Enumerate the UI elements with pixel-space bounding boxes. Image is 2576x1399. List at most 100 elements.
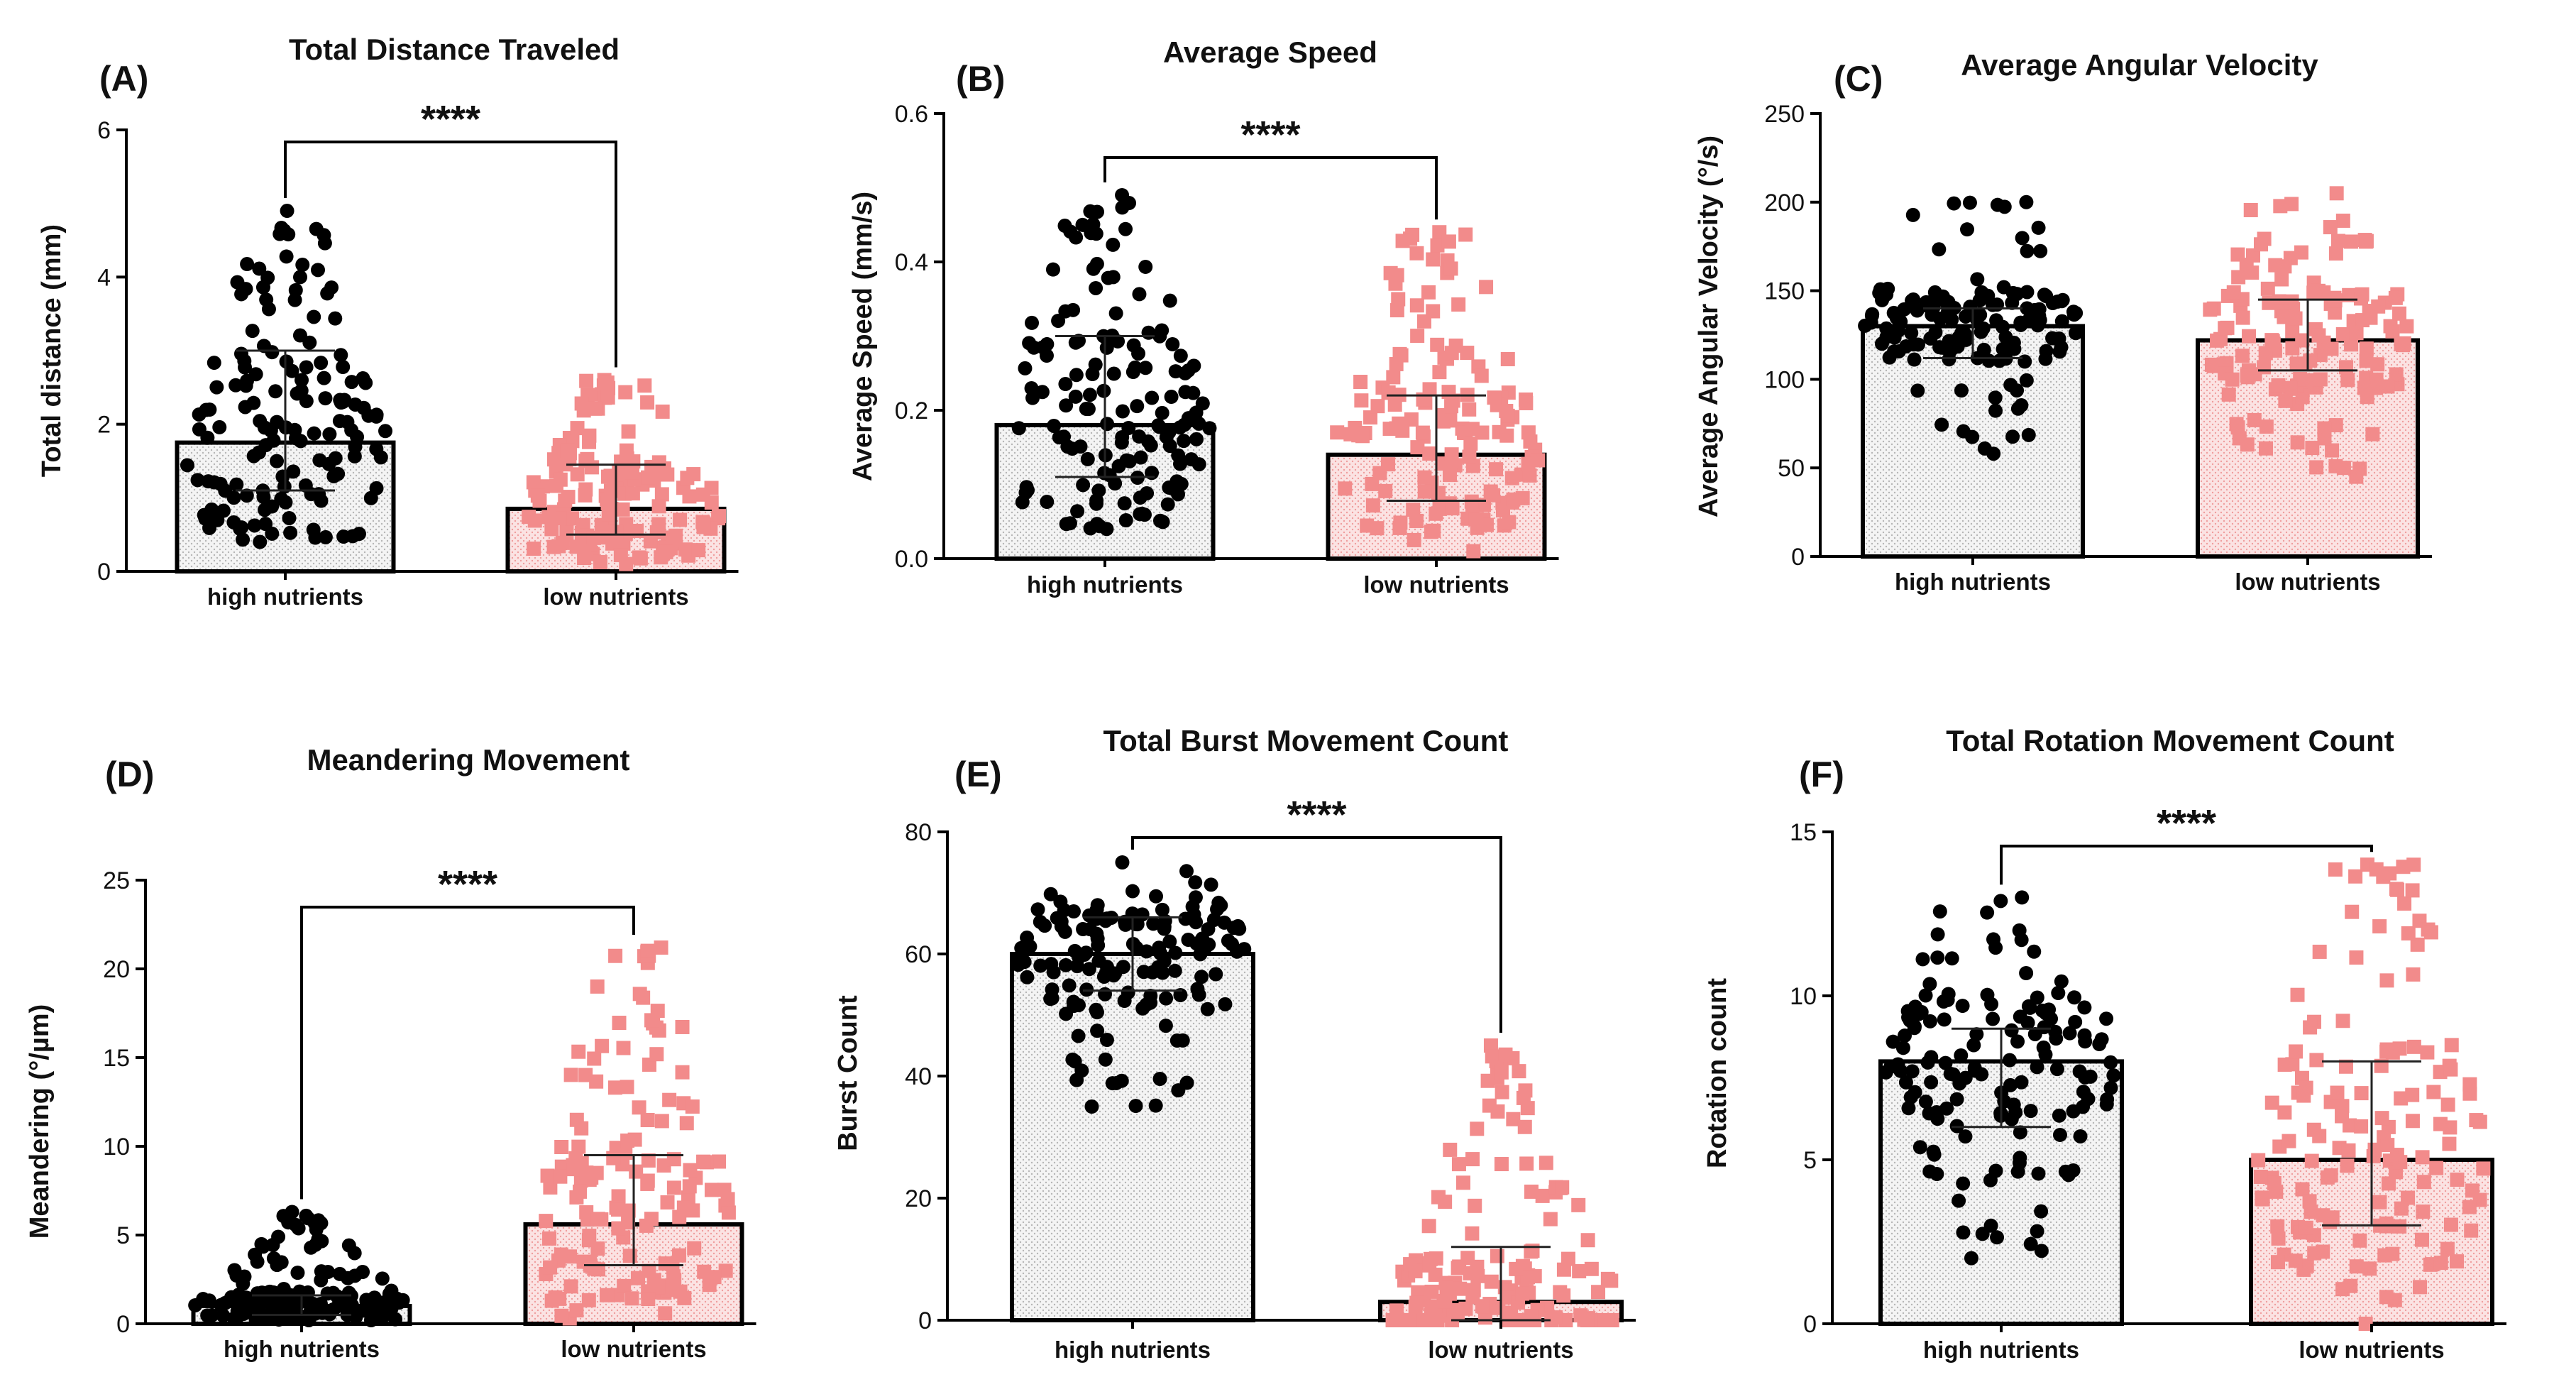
data-point-high bbox=[2066, 305, 2081, 319]
data-point-high bbox=[1930, 927, 1945, 942]
data-point-high bbox=[1944, 951, 1959, 966]
data-point-low bbox=[1535, 1188, 1550, 1203]
data-point-high bbox=[2027, 944, 2042, 959]
data-point-low bbox=[1466, 544, 1481, 559]
data-point-low bbox=[2349, 326, 2364, 341]
data-point-low bbox=[2313, 372, 2328, 387]
data-point-high bbox=[239, 488, 254, 503]
data-point-high bbox=[2062, 1026, 2077, 1041]
data-point-high bbox=[1157, 919, 1172, 934]
data-point-low bbox=[2416, 1204, 2431, 1219]
data-point-low bbox=[2299, 1220, 2313, 1235]
data-point-low bbox=[1441, 385, 1456, 400]
data-point-high bbox=[1218, 997, 1233, 1011]
y-axis-title: Average Angular Velocity (°/s) bbox=[1694, 136, 1724, 517]
data-point-low bbox=[2413, 1280, 2428, 1295]
data-point-low bbox=[1474, 368, 1489, 383]
data-point-low bbox=[2341, 1143, 2356, 1158]
data-point-high bbox=[1145, 390, 1160, 405]
data-point-low bbox=[1489, 462, 1504, 477]
data-point-low bbox=[1424, 1307, 1438, 1322]
y-tick-label: 15 bbox=[103, 1045, 130, 1072]
data-point-low bbox=[2311, 328, 2326, 343]
data-point-high bbox=[1149, 889, 1164, 904]
data-point-low bbox=[632, 1100, 646, 1115]
data-point-high bbox=[253, 534, 268, 549]
data-point-low bbox=[2429, 1161, 2444, 1175]
data-point-low bbox=[1494, 1157, 1509, 1172]
data-point-high bbox=[2005, 429, 2020, 444]
data-point-low bbox=[2355, 287, 2369, 302]
data-point-low bbox=[1468, 512, 1483, 527]
data-point-high bbox=[328, 311, 343, 326]
data-point-low bbox=[2289, 1044, 2303, 1059]
data-point-low bbox=[2324, 341, 2339, 356]
data-point-high bbox=[320, 286, 335, 301]
data-point-low bbox=[1445, 501, 1460, 516]
data-point-high bbox=[1201, 937, 1216, 952]
data-point-high bbox=[1943, 303, 1958, 318]
data-point-high bbox=[260, 270, 275, 285]
panel-title: Total Rotation Movement Count bbox=[1946, 724, 2394, 757]
data-point-low bbox=[2352, 461, 2367, 476]
data-point-low bbox=[566, 1162, 581, 1177]
data-point-high bbox=[1081, 962, 1096, 977]
data-point-low bbox=[2240, 437, 2255, 452]
data-point-high bbox=[1106, 366, 1121, 381]
data-point-high bbox=[2054, 974, 2069, 989]
data-point-high bbox=[307, 426, 321, 441]
data-point-high bbox=[2030, 1060, 2044, 1075]
data-point-high bbox=[314, 1273, 329, 1288]
data-point-low bbox=[675, 1065, 690, 1080]
data-point-low bbox=[1388, 276, 1403, 291]
data-point-high bbox=[1128, 1099, 1143, 1114]
data-point-low bbox=[1378, 483, 1393, 498]
data-point-high bbox=[1960, 222, 1975, 237]
data-point-high bbox=[369, 407, 384, 422]
data-point-low bbox=[1410, 329, 1425, 344]
data-point-high bbox=[1090, 898, 1105, 913]
data-point-high bbox=[290, 386, 304, 401]
data-point-low bbox=[2363, 310, 2378, 325]
data-point-high bbox=[2032, 312, 2047, 327]
data-point-low bbox=[1524, 1184, 1539, 1199]
data-point-low bbox=[527, 513, 542, 528]
data-point-low bbox=[2221, 387, 2236, 402]
data-point-low bbox=[2235, 310, 2250, 325]
data-point-low bbox=[1353, 375, 1368, 390]
y-tick-label: 250 bbox=[1764, 101, 1805, 128]
data-point-high bbox=[2068, 1014, 2083, 1029]
data-point-low bbox=[2277, 309, 2291, 324]
data-point-high bbox=[2054, 314, 2069, 329]
data-point-low bbox=[2394, 1201, 2409, 1216]
data-point-high bbox=[1086, 261, 1101, 276]
panel-title: Total Burst Movement Count bbox=[1103, 724, 1509, 757]
data-point-low bbox=[1409, 246, 1424, 260]
data-point-low bbox=[2405, 1087, 2420, 1102]
data-point-low bbox=[1490, 1249, 1504, 1263]
data-point-low bbox=[721, 1205, 736, 1220]
data-point-high bbox=[1988, 390, 2003, 405]
data-point-high bbox=[1160, 497, 1175, 512]
data-point-low bbox=[1421, 285, 1436, 300]
significance-label: **** bbox=[421, 98, 480, 141]
data-point-high bbox=[293, 434, 308, 449]
data-point-low bbox=[558, 493, 573, 508]
data-point-high bbox=[1923, 331, 1938, 346]
data-point-low bbox=[2335, 213, 2350, 228]
data-point-low bbox=[641, 1153, 656, 1168]
data-point-low bbox=[1484, 1274, 1499, 1289]
data-point-low bbox=[2372, 1195, 2387, 1209]
data-point-high bbox=[229, 1268, 244, 1283]
data-point-high bbox=[336, 395, 351, 410]
data-point-high bbox=[1151, 418, 1166, 433]
data-point-high bbox=[1058, 304, 1073, 319]
data-point-low bbox=[2397, 896, 2412, 911]
data-point-low bbox=[1500, 351, 1515, 366]
data-point-high bbox=[2015, 231, 2030, 246]
data-point-low bbox=[2253, 1169, 2268, 1184]
data-point-high bbox=[2013, 1151, 2027, 1165]
data-point-high bbox=[268, 384, 283, 399]
chart-panel-3: (C) Average Angular Velocity 0 50 100 150 200 2… bbox=[1694, 48, 2432, 595]
data-point-high bbox=[314, 356, 329, 371]
